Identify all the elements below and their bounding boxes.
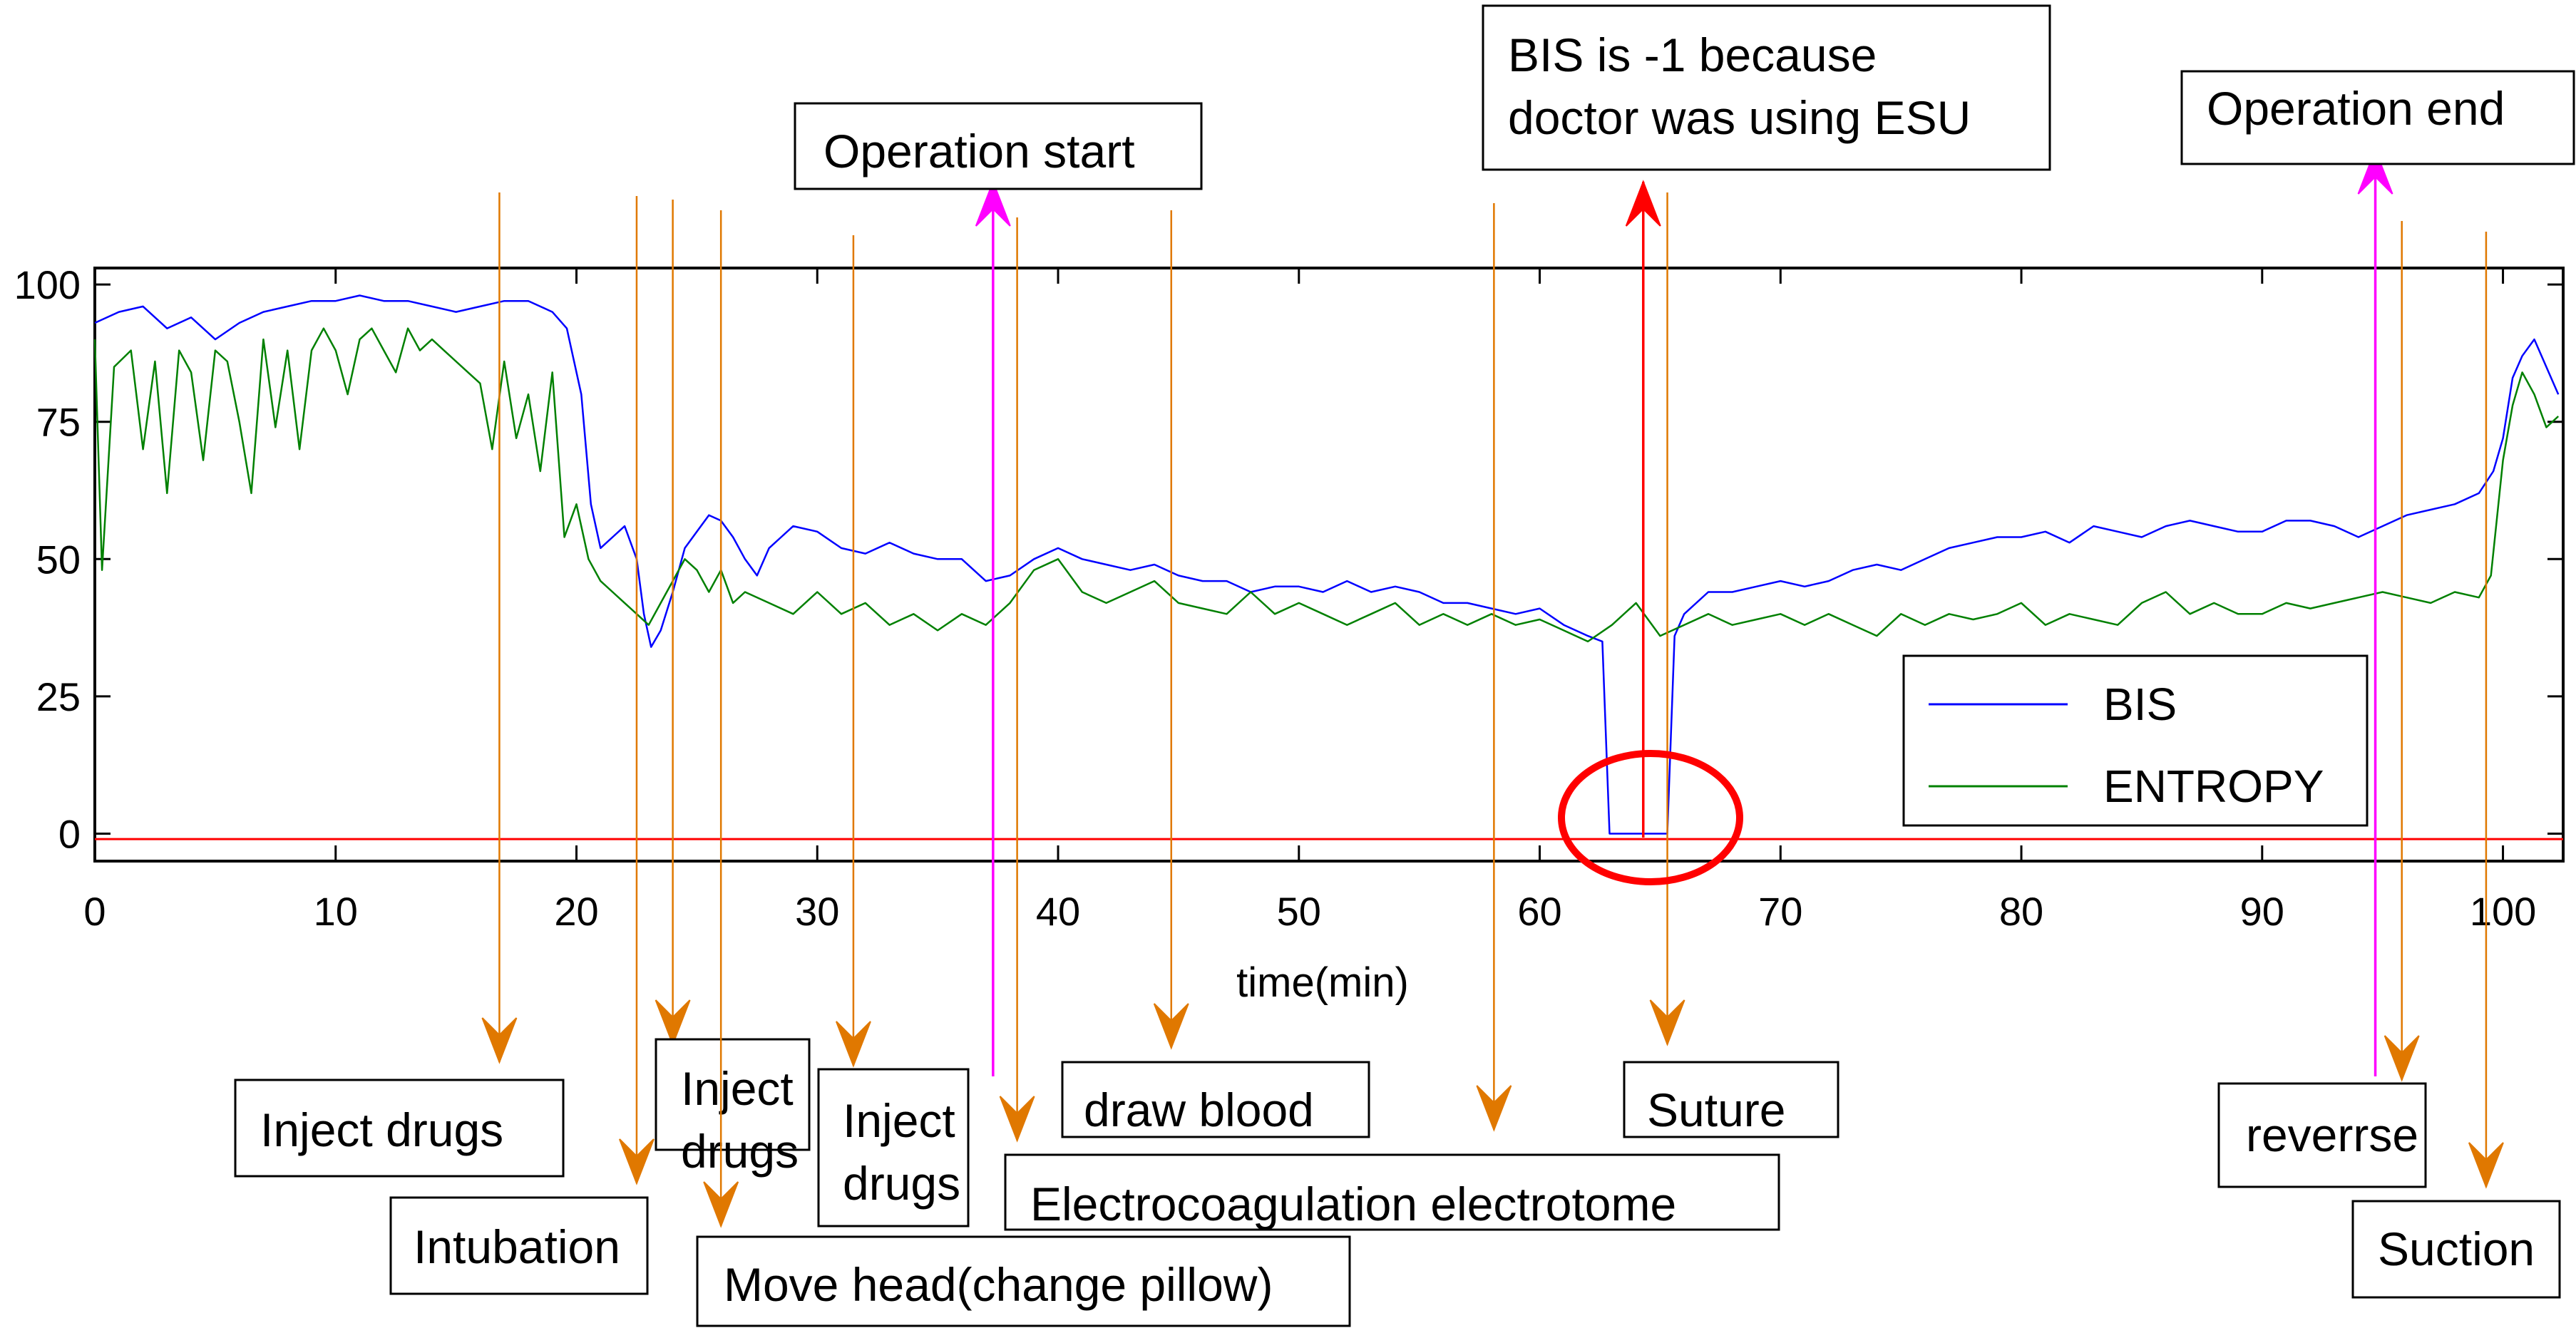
annotation-box bbox=[1482, 4, 2051, 171]
annotation-arrowhead bbox=[1153, 1003, 1189, 1050]
annotation-label: doctor was using ESU bbox=[1508, 91, 1971, 144]
x-tick-label: 0 bbox=[83, 889, 106, 934]
annotation-box bbox=[655, 1038, 811, 1151]
annotation-label: Inject bbox=[843, 1094, 955, 1147]
y-tick-label: 0 bbox=[58, 811, 81, 856]
esu-highlight-circle bbox=[1558, 750, 1743, 885]
annotation-box bbox=[794, 102, 1203, 190]
annotation-arrowhead bbox=[2468, 1142, 2504, 1189]
annotation-box bbox=[1623, 1061, 1839, 1138]
x-tick-label: 30 bbox=[795, 889, 839, 934]
x-tick-label: 70 bbox=[1758, 889, 1802, 934]
series-line-entropy bbox=[93, 327, 2560, 643]
y-tick-label: 25 bbox=[36, 674, 81, 719]
legend-label-bis: BIS bbox=[2103, 679, 2177, 730]
annotation-label: reverrse bbox=[2246, 1108, 2418, 1161]
x-tick-label: 60 bbox=[1517, 889, 1561, 934]
legend-label-entropy: ENTROPY bbox=[2103, 761, 2324, 812]
x-tick-label: 20 bbox=[554, 889, 598, 934]
annotation-box bbox=[2351, 1200, 2561, 1299]
annotation-arrowhead bbox=[975, 180, 1011, 227]
x-tick-label: 100 bbox=[2470, 889, 2536, 934]
axis-ticks: 0 10 20 30 40 50 60 70 80 90 100 0 25 50 75 100 bbox=[14, 262, 2563, 934]
annotation-arrowhead bbox=[655, 999, 691, 1046]
y-tick-label: 75 bbox=[36, 400, 81, 445]
annotation-arrowhead bbox=[999, 1096, 1035, 1143]
annotation-box bbox=[389, 1196, 649, 1295]
annotation-box bbox=[1004, 1153, 1780, 1231]
x-tick-label: 40 bbox=[1036, 889, 1080, 934]
annotation-layer: Inject drugs Intubation Inject drugs Move he… bbox=[234, 4, 2575, 1327]
annotation-label: Suction bbox=[2378, 1223, 2535, 1275]
annotation-label: Move head(change pillow) bbox=[724, 1258, 1273, 1311]
legend: BIS ENTROPY bbox=[1902, 654, 2369, 827]
annotation-box bbox=[696, 1235, 1351, 1327]
annotation-arrowhead bbox=[1625, 180, 1661, 227]
annotation-box bbox=[2217, 1082, 2427, 1188]
x-tick-label: 10 bbox=[314, 889, 358, 934]
annotation-label: drugs bbox=[681, 1125, 799, 1178]
annotation-label: draw blood bbox=[1084, 1084, 1314, 1136]
x-axis-label: time(min) bbox=[1236, 959, 1409, 1006]
annotation-label: Intubation bbox=[414, 1220, 620, 1273]
annotation-label: BIS is -1 because bbox=[1508, 29, 1877, 81]
annotation-box bbox=[1061, 1061, 1370, 1138]
annotation-box bbox=[817, 1068, 970, 1228]
series-layer bbox=[93, 294, 2560, 835]
annotation-arrowhead bbox=[1476, 1085, 1512, 1132]
annotation-label: Operation end bbox=[2207, 82, 2505, 135]
annotation-label: drugs bbox=[843, 1157, 960, 1210]
annotation-arrowhead bbox=[835, 1021, 871, 1068]
legend-box bbox=[1902, 654, 2369, 827]
annotation-arrowhead bbox=[1649, 999, 1685, 1046]
x-tick-label: 50 bbox=[1277, 889, 1321, 934]
annotation-arrowhead bbox=[2383, 1035, 2420, 1082]
annotation-arrowhead bbox=[703, 1181, 739, 1228]
annotation-arrowhead bbox=[481, 1017, 518, 1064]
annotation-label: Operation start bbox=[823, 125, 1135, 177]
annotation-box bbox=[234, 1079, 565, 1178]
annotation-label: Suture bbox=[1647, 1084, 1785, 1136]
annotation-box bbox=[2180, 70, 2575, 165]
y-tick-label: 100 bbox=[14, 262, 81, 307]
annotation-arrowhead bbox=[619, 1138, 655, 1185]
y-tick-label: 50 bbox=[36, 537, 81, 582]
annotation-label: Electrocoagulation electrotome bbox=[1030, 1178, 1676, 1230]
x-tick-label: 90 bbox=[2240, 889, 2284, 934]
x-tick-label: 80 bbox=[1999, 889, 2043, 934]
annotation-label: Inject bbox=[681, 1062, 794, 1115]
annotation-label: Inject drugs bbox=[260, 1103, 503, 1156]
